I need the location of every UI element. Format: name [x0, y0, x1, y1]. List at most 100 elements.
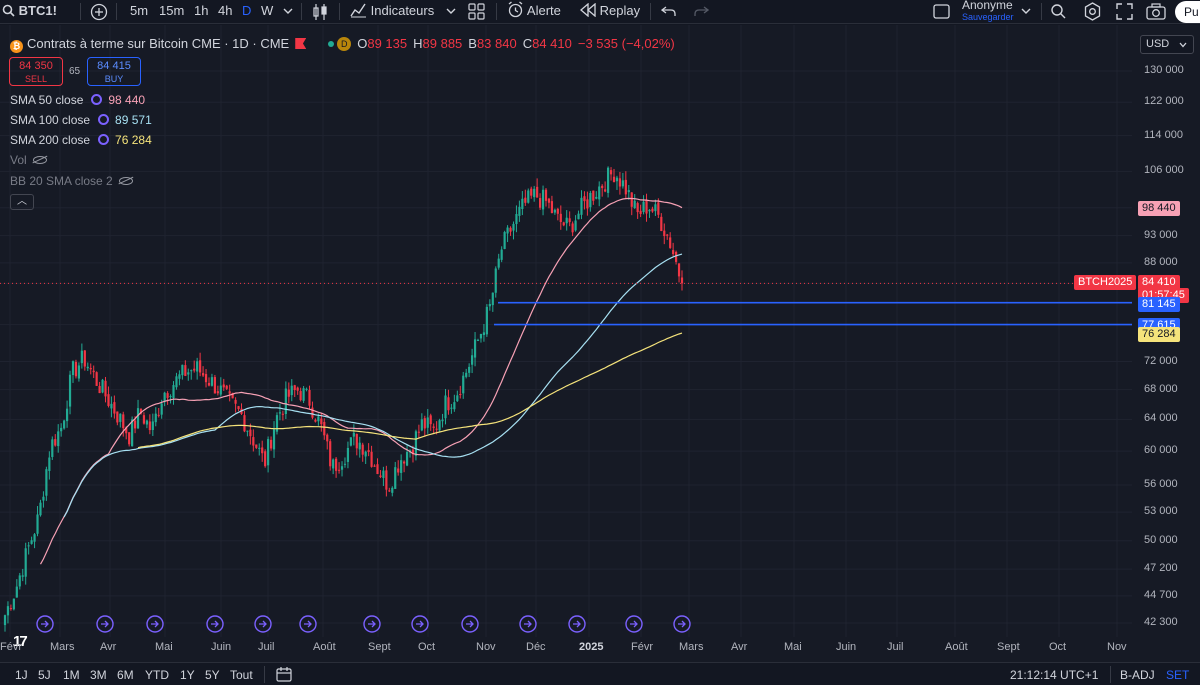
event-markers — [36, 615, 691, 633]
price-chart[interactable] — [0, 25, 1132, 637]
candle — [278, 403, 282, 421]
candle — [471, 348, 474, 374]
interval-15m[interactable]: 15m — [159, 3, 185, 18]
price-scale[interactable]: 130 000 122 000 114 000 106 000 98 440 93 000… — [1074, 25, 1200, 637]
ohlc-change: −3 535 (−4,02%) — [577, 36, 675, 51]
chart-pane[interactable]: ₿ Contrats à terme sur Bitcoin CME · 1D ·… — [0, 25, 1200, 662]
plus-circle-icon[interactable] — [90, 3, 108, 27]
range-ytd[interactable]: YTD — [145, 668, 169, 682]
candle — [538, 193, 542, 210]
account-save[interactable]: Sauvegarder — [962, 12, 1014, 22]
time-tick: Déc — [526, 641, 546, 653]
instrument-title: Contrats à terme sur Bitcoin CME · 1D · … — [27, 36, 290, 51]
range-1d[interactable]: 1J — [15, 668, 28, 682]
toolbar-divider — [339, 3, 340, 20]
clock-display[interactable]: 21:12:14 UTC+1 — [1010, 668, 1099, 682]
session-toggle[interactable]: SET — [1166, 668, 1190, 682]
currency-select[interactable]: USD — [1140, 35, 1194, 54]
buy-button[interactable]: 84 415 BUY — [87, 57, 141, 86]
indicator-sma200[interactable]: SMA 200 close 76 284 — [10, 133, 152, 147]
bottom-toolbar: 1J 5J 1M 3M 6M YTD 1Y 5Y Tout 21:12:14 U… — [0, 662, 1200, 685]
candle — [267, 436, 270, 473]
calendar-range-icon[interactable] — [276, 666, 292, 682]
chevron-down-icon[interactable] — [1021, 7, 1031, 31]
candles-icon[interactable] — [312, 3, 328, 27]
settings-icon[interactable] — [98, 114, 110, 125]
candle — [462, 371, 465, 399]
settings-icon[interactable] — [1083, 2, 1102, 26]
range-5y[interactable]: 5Y — [205, 668, 220, 682]
range-1m[interactable]: 1M — [63, 668, 80, 682]
event-arrow-icon — [568, 615, 586, 633]
candle — [500, 246, 503, 263]
candle — [299, 387, 302, 402]
time-tick: Févr — [631, 641, 653, 653]
range-5d[interactable]: 5J — [38, 668, 51, 682]
ohlc-open-key: O — [357, 36, 368, 51]
candle — [51, 436, 54, 460]
candle — [364, 450, 367, 465]
candle — [139, 408, 143, 415]
candle — [361, 442, 364, 462]
candle — [527, 188, 530, 204]
candle — [151, 413, 154, 436]
candle — [142, 412, 146, 425]
indicators-button[interactable]: Indicateurs — [350, 0, 434, 24]
indicator-sma100[interactable]: SMA 100 close 89 571 — [10, 113, 152, 127]
redo-icon[interactable] — [693, 4, 709, 28]
replay-button[interactable]: Replay — [580, 0, 640, 24]
layout-grid-icon[interactable] — [468, 3, 485, 27]
range-6m[interactable]: 6M — [117, 668, 134, 682]
candle — [376, 458, 379, 475]
candle — [287, 382, 290, 404]
candle — [204, 369, 208, 388]
event-arrow-icon — [254, 615, 272, 633]
candle — [305, 387, 308, 392]
settings-icon[interactable] — [91, 94, 103, 105]
fullscreen-icon[interactable] — [1116, 3, 1133, 27]
interval-1h[interactable]: 1h — [194, 3, 209, 18]
candle — [240, 403, 243, 415]
layout-checkbox-icon[interactable] — [933, 4, 950, 28]
interval-w[interactable]: W — [261, 3, 274, 18]
candle — [184, 360, 187, 377]
collapse-legend-button[interactable]: ︿ — [10, 194, 34, 210]
candle — [559, 205, 562, 230]
flag-icon[interactable] — [295, 38, 307, 49]
range-1y[interactable]: 1Y — [180, 668, 195, 682]
candle — [33, 533, 36, 549]
interval-5m[interactable]: 5m — [130, 3, 149, 18]
settings-icon[interactable] — [98, 134, 110, 145]
account-name[interactable]: Anonyme — [962, 0, 1013, 12]
eye-off-icon[interactable] — [32, 156, 47, 164]
indicator-volume[interactable]: Vol — [10, 153, 47, 167]
interval-4h[interactable]: 4h — [218, 3, 233, 18]
range-all[interactable]: Tout — [230, 668, 253, 682]
symbol-search[interactable]: BTC1! — [2, 0, 90, 24]
candle — [252, 429, 255, 452]
alert-button[interactable]: Alerte — [507, 0, 561, 24]
time-tick: Oct — [418, 641, 436, 653]
price-tick: 47 200 — [1144, 562, 1178, 575]
undo-icon[interactable] — [661, 4, 677, 28]
indicator-sma50[interactable]: SMA 50 close 98 440 — [10, 93, 145, 107]
sell-button[interactable]: 84 350 SELL — [9, 57, 63, 86]
eye-off-icon[interactable] — [118, 177, 133, 185]
candle — [166, 391, 169, 405]
interval-d[interactable]: D — [242, 3, 252, 18]
bitcoin-logo-icon: ₿ — [10, 40, 23, 53]
search-icon[interactable] — [1050, 3, 1067, 27]
adjustment-toggle[interactable]: B-ADJ — [1120, 668, 1155, 682]
candle — [447, 389, 450, 415]
indicator-bollinger[interactable]: BB 20 SMA close 2 — [10, 174, 133, 188]
chevron-down-icon[interactable] — [446, 7, 456, 31]
range-3m[interactable]: 3M — [90, 668, 107, 682]
price-tick: 88 000 — [1144, 255, 1178, 268]
camera-icon[interactable] — [1146, 3, 1166, 27]
candle — [382, 466, 385, 486]
time-tick: Mai — [155, 641, 173, 653]
chevron-down-icon[interactable] — [283, 7, 293, 31]
candle — [391, 486, 394, 497]
candle — [113, 395, 116, 419]
publish-button[interactable]: Pu — [1175, 1, 1200, 23]
